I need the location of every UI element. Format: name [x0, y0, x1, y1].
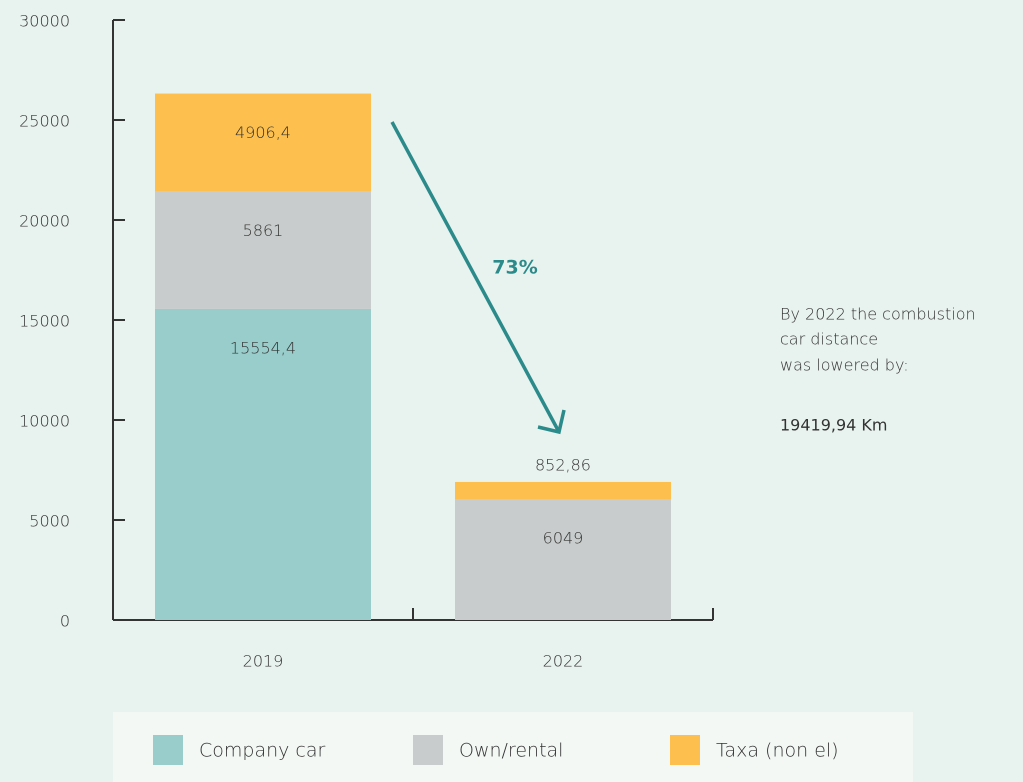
note-total: 19419,94 Km [780, 416, 888, 435]
arrow [390, 121, 561, 433]
legend-swatch [153, 735, 183, 765]
y-tick-label: 5000 [29, 512, 70, 531]
legend-label: Taxa (non el) [716, 740, 839, 762]
arrow-label: 73% [492, 257, 537, 279]
y-tick-label: 25000 [19, 112, 70, 131]
bar-segment [155, 93, 371, 192]
legend-label: Company car [199, 740, 326, 762]
legend-swatch [413, 735, 443, 765]
arrow-head [537, 409, 566, 435]
value-label: 15554,4 [230, 338, 296, 357]
value-label: 4906,4 [235, 123, 291, 142]
value-label: 5861 [243, 221, 284, 240]
value-label: 852,86 [535, 455, 591, 474]
y-tick-label: 10000 [19, 412, 70, 431]
y-tick-label: 15000 [19, 312, 70, 331]
bar-segment [455, 499, 671, 620]
note-line: car distance [780, 330, 878, 349]
x-tick-label: 2019 [243, 652, 284, 671]
legend-label: Own/rental [459, 740, 563, 762]
value-label: 6049 [543, 529, 584, 548]
y-tick-label: 0 [60, 612, 70, 631]
y-tick-label: 30000 [19, 12, 70, 31]
note-line: By 2022 the combustion [780, 305, 976, 324]
y-tick-label: 20000 [19, 212, 70, 231]
bar-segment [455, 481, 671, 500]
bar-segment [155, 191, 371, 309]
legend-box [113, 712, 913, 782]
note-line: was lowered by: [780, 356, 909, 375]
x-tick-label: 2022 [543, 652, 584, 671]
legend-swatch [670, 735, 700, 765]
bar-segment [155, 308, 371, 620]
